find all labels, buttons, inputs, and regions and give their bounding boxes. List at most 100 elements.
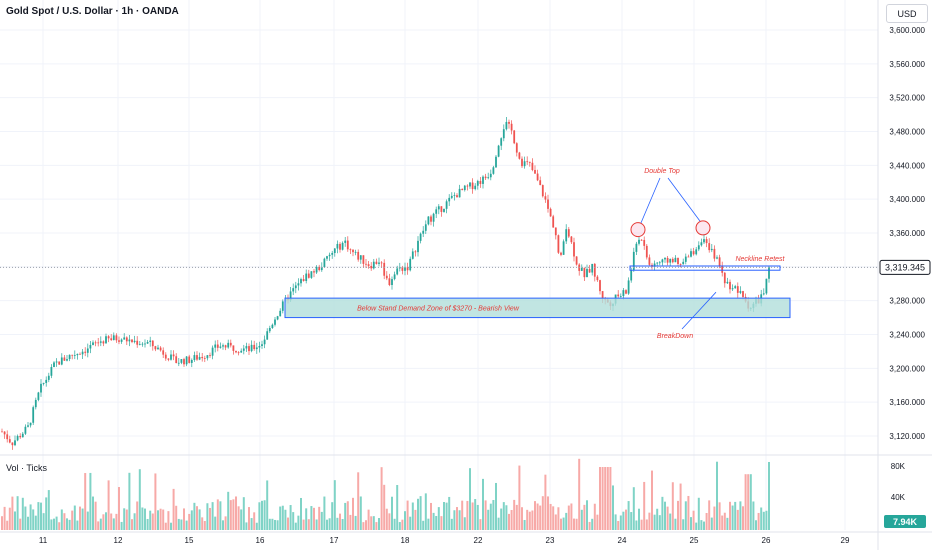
candle-body (47, 375, 50, 380)
candle-body (240, 350, 243, 353)
candle-body (427, 216, 430, 225)
chart-title: Gold Spot / U.S. Dollar · 1h · OANDA (6, 6, 179, 17)
volume-bar (362, 522, 365, 530)
candle-body (136, 340, 139, 345)
candle-body (305, 273, 308, 281)
volume-bar (365, 520, 367, 530)
candle-body (154, 346, 157, 350)
candle-body (203, 358, 206, 359)
candle-body (229, 342, 232, 346)
candle-body (671, 258, 674, 263)
candle-body (669, 258, 672, 263)
volume-bar (638, 508, 640, 530)
volume-bar (120, 521, 123, 530)
candle-body (565, 229, 568, 242)
volume-bar (89, 472, 92, 530)
candle-body (1, 431, 3, 433)
candle-body (162, 350, 165, 355)
volume-tick-label: 80K (891, 462, 906, 471)
candle-body (42, 382, 45, 384)
neckline-box[interactable] (629, 265, 781, 271)
candle-body (193, 355, 196, 361)
candle-body (762, 293, 765, 295)
candle-body (531, 162, 534, 171)
volume-bar (151, 513, 154, 530)
volume-bar (739, 501, 742, 530)
volume-bar (430, 502, 432, 530)
volume-bar (131, 519, 133, 530)
volume-bar (588, 521, 591, 530)
volume-bar (671, 482, 674, 530)
volume-bar (674, 518, 677, 530)
candle-body (73, 355, 76, 356)
candle-body (97, 342, 100, 344)
time-tick-label: 26 (762, 536, 771, 545)
candle-body (432, 213, 435, 222)
time-tick-label: 17 (330, 536, 339, 545)
volume-bar (11, 496, 14, 530)
candle-body (92, 342, 94, 345)
candle-body (271, 324, 274, 328)
candle-body (367, 264, 370, 266)
candle-body (128, 339, 131, 342)
time-tick-label: 18 (401, 536, 410, 545)
candle-body (336, 243, 339, 249)
candle-body (170, 354, 172, 360)
candle-body (393, 274, 396, 280)
volume-bar (175, 505, 178, 530)
volume-bar (471, 502, 474, 530)
candle-body (352, 249, 354, 253)
volume-bar (206, 503, 209, 530)
volume-bar (580, 509, 583, 530)
volume-bar (388, 513, 391, 530)
currency-button[interactable]: USD (886, 4, 928, 23)
candle-body (601, 291, 604, 299)
candle-body (209, 355, 211, 356)
volume-bar (224, 516, 227, 530)
candle-body (627, 280, 630, 294)
candle-body (739, 291, 742, 293)
candle-body (463, 185, 466, 191)
volume-bar (149, 510, 152, 530)
volume-bar (630, 512, 633, 530)
candle-body (24, 426, 27, 434)
candle-body (508, 121, 510, 124)
volume-bar (664, 501, 666, 530)
double-top-label: Double Top (644, 168, 680, 175)
candle-body (362, 255, 365, 264)
volume-bar (352, 497, 354, 530)
volume-bar (66, 518, 68, 530)
candle-body (263, 339, 266, 345)
volume-bar (261, 500, 263, 530)
volume-bar (762, 511, 765, 530)
demand-zone[interactable] (284, 297, 791, 319)
time-axis-labels: 11 12 15 16 17 18 22 23 24 25 26 29 (39, 536, 850, 545)
volume-bar (37, 502, 40, 530)
candle-body (276, 316, 279, 320)
volume-bar (713, 506, 716, 530)
volume-bar (393, 518, 396, 530)
candle-body (765, 278, 768, 294)
volume-bar (510, 509, 513, 530)
price-tick-label: 3,560.000 (889, 60, 925, 69)
candle-body (495, 156, 497, 168)
candle-body (123, 337, 126, 340)
volume-bar (297, 515, 300, 530)
volume-bar (289, 505, 292, 530)
volume-bar (734, 501, 737, 530)
candle-body (625, 290, 627, 294)
volume-bar (432, 512, 435, 530)
candle-body (248, 346, 250, 352)
candle-body (328, 254, 331, 257)
volume-bar (554, 514, 557, 530)
volume-bar (307, 519, 310, 530)
candle-body (190, 360, 193, 363)
volume-bar (604, 467, 607, 530)
time-tick-label: 24 (618, 536, 627, 545)
candle-body (346, 240, 349, 250)
candle-body (742, 291, 744, 297)
volume-bar (557, 507, 560, 530)
volume-bar (250, 518, 253, 530)
price-tick-label: 3,240.000 (889, 331, 925, 340)
